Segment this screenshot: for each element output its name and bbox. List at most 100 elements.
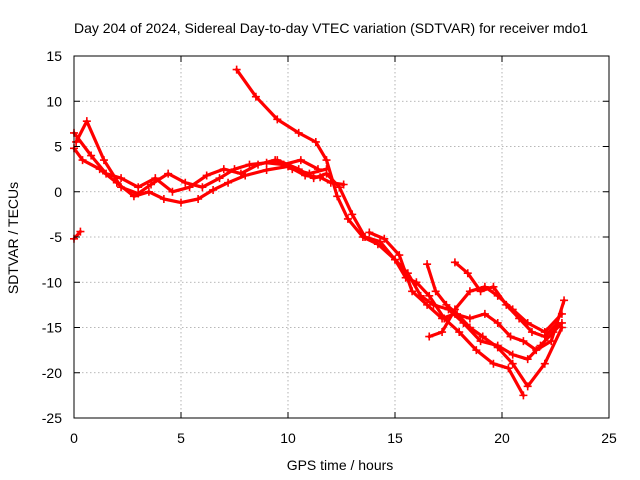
- data-point: [343, 214, 352, 223]
- data-point: [476, 337, 485, 346]
- chart-title: Day 204 of 2024, Sidereal Day-to-day VTE…: [74, 20, 588, 36]
- data-point: [465, 287, 474, 296]
- data-point: [540, 332, 549, 341]
- data-point: [322, 156, 331, 165]
- data-point: [450, 258, 459, 267]
- data-point: [99, 156, 108, 165]
- x-tick-label: 15: [387, 430, 403, 446]
- series-track-3: [72, 117, 322, 198]
- y-tick-label: -15: [42, 320, 62, 336]
- series-line: [427, 285, 564, 339]
- data-point: [311, 137, 320, 146]
- series-line: [235, 67, 564, 361]
- data-point: [82, 117, 91, 126]
- data-point: [164, 169, 173, 178]
- y-tick-label: 5: [54, 139, 62, 155]
- x-axis-label: GPS time / hours: [287, 457, 394, 473]
- data-point: [453, 309, 462, 318]
- data-point: [523, 382, 532, 391]
- data-point: [557, 309, 566, 318]
- data-point: [273, 115, 282, 124]
- data-point: [177, 198, 185, 207]
- data-point: [472, 346, 481, 355]
- data-point: [102, 169, 111, 178]
- y-tick-label: 0: [54, 184, 62, 200]
- data-point: [215, 174, 224, 183]
- y-tick-label: 10: [46, 93, 62, 109]
- data-point: [438, 328, 447, 337]
- data-point: [361, 233, 370, 241]
- data-point: [478, 332, 487, 341]
- data-point: [236, 169, 245, 178]
- data-point: [168, 187, 177, 196]
- series-track-9: [423, 260, 566, 391]
- y-tick-label: -10: [42, 274, 62, 290]
- data-point: [508, 350, 517, 359]
- data-point: [322, 169, 331, 178]
- data-point: [117, 183, 126, 192]
- y-tick-label: -20: [42, 365, 62, 381]
- data-point: [465, 314, 474, 323]
- data-point: [423, 260, 432, 269]
- data-point: [408, 287, 417, 296]
- data-point: [309, 174, 318, 183]
- data-point: [230, 165, 239, 174]
- data-point: [493, 343, 502, 352]
- data-point: [455, 328, 464, 337]
- data-point: [224, 178, 233, 187]
- x-tick-label: 20: [494, 430, 510, 446]
- data-point: [273, 156, 282, 165]
- series-track-4: [70, 227, 85, 243]
- data-point: [194, 194, 203, 203]
- data-point: [527, 328, 536, 337]
- data-point: [296, 156, 305, 165]
- data-point: [335, 183, 344, 192]
- data-point: [553, 318, 562, 327]
- y-tick-label: 15: [46, 48, 62, 64]
- data-point: [251, 92, 260, 101]
- series-layer: [70, 65, 569, 400]
- data-point: [540, 359, 549, 368]
- x-tick-label: 25: [601, 430, 617, 446]
- data-point: [209, 185, 218, 194]
- data-point: [425, 291, 434, 300]
- data-point: [463, 269, 472, 278]
- axis-ticks: 0 5 10 15 20 25 15 10 5 0 -5 -10 -15 -20 -25: [42, 48, 617, 446]
- data-point: [365, 228, 374, 237]
- data-point: [504, 364, 513, 373]
- data-point: [198, 183, 207, 192]
- data-point: [376, 237, 385, 246]
- data-point: [515, 314, 524, 323]
- grid: [74, 56, 609, 418]
- data-point: [560, 296, 569, 305]
- y-axis-label: SDTVAR / TECUs: [5, 182, 21, 294]
- data-point: [489, 359, 498, 368]
- data-point: [502, 300, 511, 309]
- data-point: [519, 391, 528, 400]
- series-track-7: [365, 228, 569, 355]
- data-point: [144, 187, 153, 196]
- data-point: [147, 180, 156, 189]
- data-point: [294, 165, 303, 174]
- data-point: [476, 287, 485, 296]
- data-point: [523, 355, 532, 364]
- data-point: [532, 346, 541, 355]
- y-tick-label: -25: [42, 410, 62, 426]
- data-point: [245, 160, 254, 169]
- data-point: [262, 158, 271, 167]
- x-tick-label: 10: [280, 430, 296, 446]
- data-point: [181, 178, 190, 187]
- data-point: [508, 359, 517, 368]
- data-point: [391, 255, 399, 264]
- data-point: [117, 174, 126, 183]
- data-point: [134, 189, 143, 198]
- data-point: [313, 165, 322, 174]
- x-tick-label: 0: [70, 430, 78, 446]
- data-point: [219, 165, 228, 174]
- series-line: [74, 119, 320, 196]
- series-track-10: [450, 258, 562, 341]
- data-point: [506, 332, 515, 341]
- data-point: [438, 314, 447, 323]
- data-point: [232, 65, 241, 74]
